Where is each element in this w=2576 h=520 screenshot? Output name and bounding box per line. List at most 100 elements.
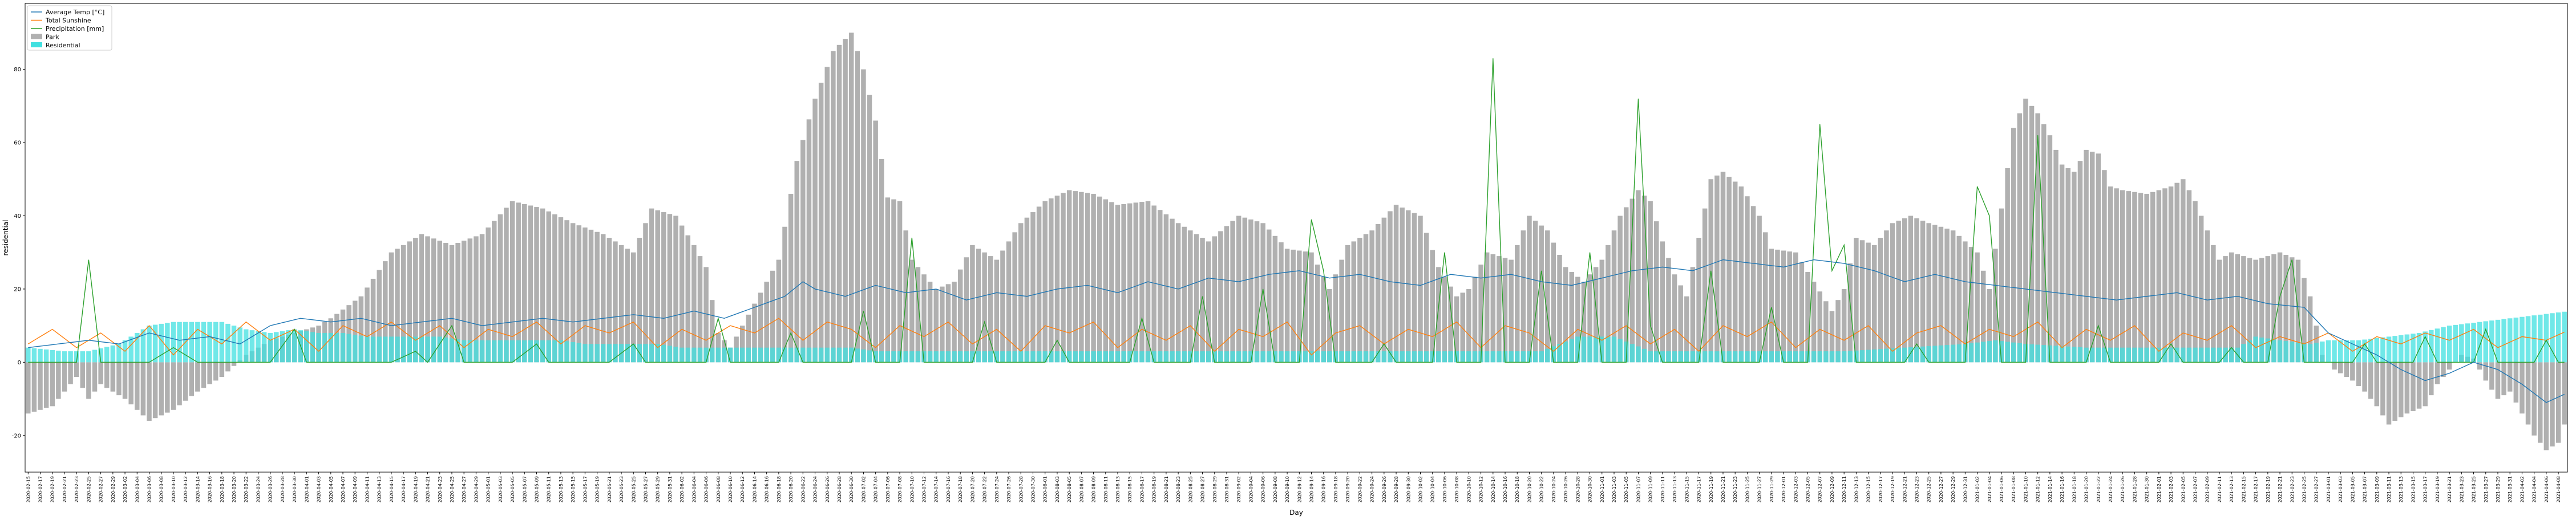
- park-bar: [1956, 235, 1962, 363]
- x-tick-label: 2020-07-22: [982, 476, 988, 503]
- residential-bar: [1636, 346, 1641, 363]
- x-tick-label: 2021-01-26: [2120, 476, 2125, 503]
- residential-bar: [552, 340, 557, 363]
- residential-bar: [1823, 351, 1829, 363]
- x-tick-label: 2020-10-14: [1491, 476, 1496, 503]
- residential-bar: [1563, 341, 1568, 363]
- x-tick-label: 2020-07-28: [1018, 476, 1024, 503]
- park-bar: [2059, 164, 2065, 363]
- residential-bar: [225, 323, 230, 363]
- residential-bar: [1170, 351, 1175, 363]
- x-tick-label: 2020-04-27: [462, 476, 467, 503]
- residential-bar: [1103, 351, 1109, 363]
- park-bar: [509, 201, 515, 363]
- residential-bar: [1871, 349, 1877, 363]
- residential-bar: [758, 347, 763, 363]
- x-tick-label: 2020-06-16: [765, 476, 770, 503]
- park-bar: [2380, 362, 2385, 416]
- x-tick-label: 2020-09-28: [1394, 476, 1399, 503]
- residential-bar: [1381, 351, 1387, 363]
- residential-bar: [1520, 351, 1526, 363]
- residential-bar: [2495, 319, 2501, 363]
- park-bar: [1593, 267, 1599, 363]
- park-bar: [1726, 176, 1732, 363]
- park-bar: [655, 210, 660, 363]
- residential-bar: [322, 332, 327, 363]
- residential-bar: [661, 344, 666, 363]
- x-tick-label: 2021-02-15: [2241, 476, 2246, 503]
- residential-bar: [606, 344, 612, 363]
- residential-bar: [1472, 351, 1478, 363]
- residential-bar: [1950, 344, 1956, 363]
- residential-bar: [2471, 322, 2476, 363]
- x-tick-label: 2020-08-29: [1212, 476, 1218, 503]
- residential-bar: [2513, 318, 2519, 363]
- residential-bar: [897, 351, 903, 363]
- residential-bar: [1054, 351, 1060, 363]
- residential-bar: [885, 351, 891, 363]
- park-bar: [1520, 230, 1526, 363]
- park-bar: [1884, 230, 1889, 363]
- x-tick-label: 2020-11-05: [1624, 476, 1629, 503]
- x-tick-label: 2020-09-16: [1321, 476, 1327, 503]
- x-tick-label: 2020-05-17: [583, 476, 588, 503]
- x-tick-label: 2020-06-12: [740, 476, 745, 503]
- park-bar: [467, 238, 473, 363]
- park-bar: [764, 282, 769, 363]
- park-bar: [2089, 152, 2095, 363]
- residential-bar: [2108, 347, 2113, 363]
- residential-bar: [2326, 340, 2331, 363]
- park-bar: [1272, 235, 1278, 363]
- x-tick-label: 2021-03-03: [2338, 476, 2343, 503]
- x-tick-label: 2020-04-05: [329, 476, 334, 503]
- residential-bar: [921, 351, 927, 363]
- x-tick-label: 2020-05-07: [522, 476, 527, 503]
- residential-bar: [2423, 331, 2428, 363]
- residential-bars: [26, 311, 2567, 363]
- park-bar: [1466, 289, 1471, 363]
- residential-bar: [546, 340, 551, 363]
- x-tick-label: 2020-06-06: [704, 476, 709, 503]
- residential-bar: [794, 347, 799, 363]
- x-tick-label: 2021-04-04: [2532, 476, 2537, 503]
- park-bar: [1714, 175, 1720, 363]
- park-bar: [1781, 250, 1786, 363]
- park-bar: [1980, 270, 1986, 363]
- residential-bar: [558, 340, 564, 363]
- park-bar: [1151, 205, 1156, 363]
- park-bar: [1054, 196, 1060, 363]
- residential-bar: [474, 340, 479, 363]
- x-tick-label: 2020-03-28: [280, 476, 285, 503]
- x-tick-label: 2020-06-30: [849, 476, 854, 503]
- x-tick-label: 2020-12-29: [1951, 476, 1956, 503]
- residential-bar: [673, 347, 678, 363]
- park-bar: [2477, 362, 2482, 370]
- x-tick-label: 2020-03-22: [244, 476, 249, 503]
- park-bar: [140, 362, 146, 416]
- x-tick-label: 2021-03-07: [2363, 476, 2368, 503]
- x-tick-label: 2020-11-01: [1600, 476, 1605, 503]
- residential-bar: [509, 340, 515, 363]
- residential-bar: [1267, 351, 1272, 363]
- park-bar: [1575, 277, 1580, 363]
- park-bar: [1381, 217, 1387, 363]
- residential-bar: [1436, 351, 1441, 363]
- park-bar: [177, 362, 182, 405]
- park-bar: [2150, 192, 2156, 363]
- residential-bar: [1363, 351, 1369, 363]
- x-tick-label: 2020-08-27: [1200, 476, 1206, 503]
- park-bar: [1551, 242, 1556, 363]
- x-tick-label: 2020-02-29: [111, 476, 116, 503]
- residential-bar: [1400, 351, 1405, 363]
- x-tick-label: 2020-09-20: [1345, 476, 1350, 503]
- park-bar: [419, 234, 424, 363]
- park-bar: [358, 296, 364, 363]
- park-bar: [1799, 262, 1805, 363]
- residential-bar: [848, 347, 854, 363]
- x-tick-label: 2020-08-23: [1176, 476, 1181, 503]
- park-bar: [1817, 291, 1822, 363]
- residential-bar: [177, 322, 182, 363]
- park-bar: [2035, 113, 2040, 363]
- park-bar: [1557, 254, 1562, 363]
- park-bar: [1497, 256, 1502, 363]
